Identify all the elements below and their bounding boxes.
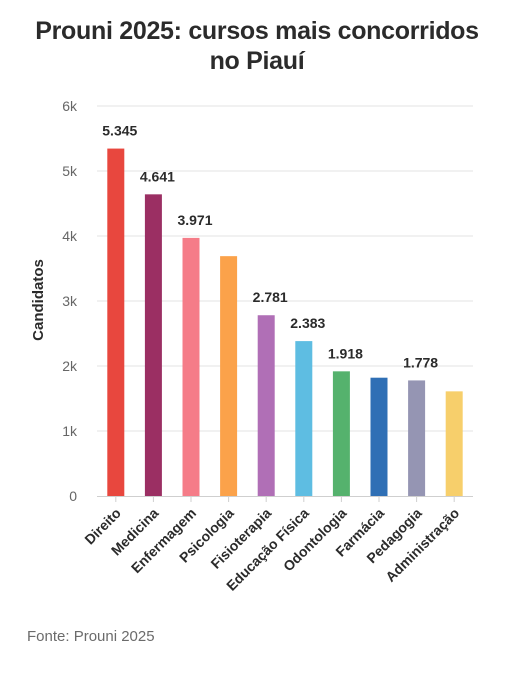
y-axis-label: Candidatos	[30, 259, 47, 341]
y-tick-label: 2k	[62, 358, 78, 374]
y-tick-label: 0	[69, 488, 77, 504]
bar	[182, 237, 200, 496]
data-label: 1.918	[328, 345, 363, 361]
bar	[332, 371, 350, 496]
bar	[295, 341, 313, 496]
source-note: Fonte: Prouni 2025	[27, 628, 155, 645]
chart-title: Prouni 2025: cursos mais concorridos no …	[0, 16, 514, 76]
bar	[144, 194, 162, 496]
data-label: 1.778	[403, 354, 438, 370]
y-tick-label: 3k	[62, 293, 78, 309]
bar	[107, 148, 125, 496]
bar-chart: 0 1k 2k 3k 4k 5k 6k Candidatos 5.345 4.641 3.971…	[30, 98, 473, 594]
y-tick-label: 6k	[62, 98, 78, 114]
data-label: 2.781	[253, 289, 288, 305]
y-tick-label: 1k	[62, 423, 78, 439]
bar	[370, 377, 388, 496]
chart-title-line-2: no Piauí	[209, 47, 305, 75]
bar	[408, 380, 426, 496]
y-tick-label: 4k	[62, 228, 78, 244]
y-axis-ticks: 0 1k 2k 3k 4k 5k 6k	[62, 98, 78, 504]
bar	[220, 256, 238, 496]
y-tick-label: 5k	[62, 163, 78, 179]
data-label: 4.641	[140, 168, 175, 184]
data-label: 3.971	[177, 212, 212, 228]
bar	[257, 315, 275, 496]
bars	[107, 148, 463, 496]
x-axis-ticks: DireitoMedicinaEnfermagemPsicologiaFisio…	[81, 496, 462, 594]
data-label: 2.383	[290, 315, 325, 331]
bar	[445, 391, 463, 496]
chart-title-line-1: Prouni 2025: cursos mais concorridos	[35, 17, 479, 45]
data-label: 5.345	[102, 123, 137, 139]
